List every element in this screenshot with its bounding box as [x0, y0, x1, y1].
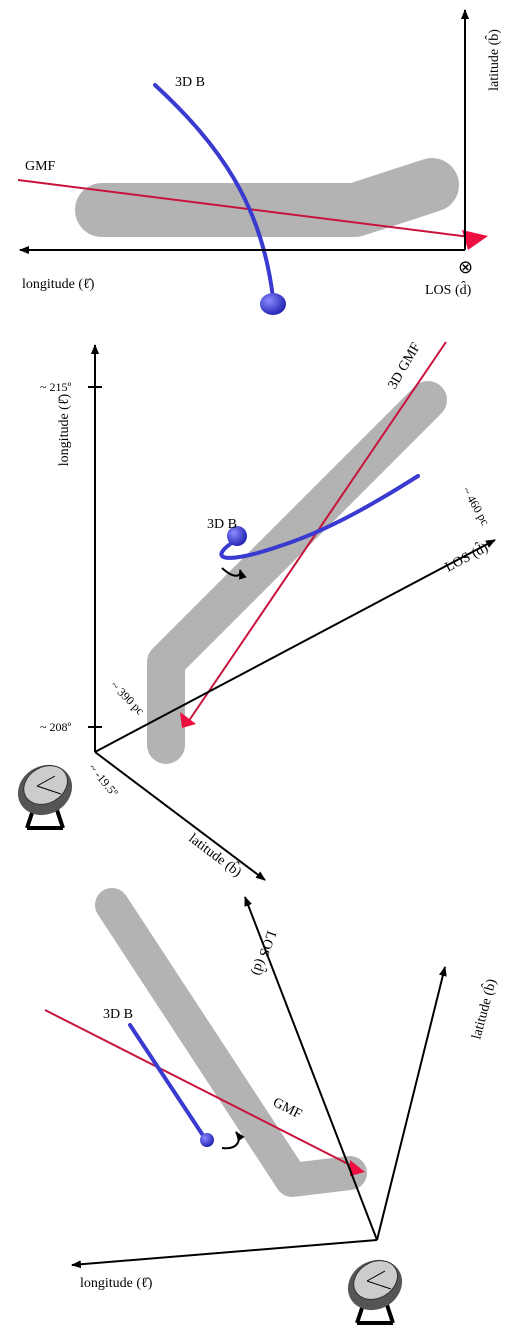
longitude-axis	[72, 1240, 377, 1265]
axis-label: LOS (d̂)	[248, 929, 280, 979]
axis-label: LOS (d̂)	[425, 281, 472, 298]
tick-label: ~ 460 pc	[459, 485, 492, 528]
b-cone	[260, 293, 286, 315]
b-cone	[200, 1133, 214, 1147]
axis-label: longitude (ℓ̂)	[22, 277, 95, 292]
gmf-label: GMF	[270, 1095, 304, 1122]
telescope	[339, 1250, 411, 1323]
latitude-axis	[95, 752, 265, 880]
tick-label: ~ 390 pc	[108, 678, 147, 717]
b-label: 3D B	[207, 517, 237, 532]
axis-label: longitude (ℓ̂)	[80, 1276, 153, 1291]
axis-label: longitude (ℓ̂)	[57, 393, 72, 466]
figure: latitude (b̂) 3D B GMF longitude (ℓ̂) ⊗ …	[0, 0, 519, 1331]
axis-label: latitude (b̂)	[467, 977, 500, 1042]
b-label: 3D B	[175, 75, 205, 90]
los-axis	[95, 540, 495, 752]
panel-3: LOS (d̂) latitude (b̂) 3D B GMF longitud…	[45, 897, 500, 1323]
panel-1: latitude (b̂) 3D B GMF longitude (ℓ̂) ⊗ …	[18, 10, 502, 315]
axis-label: latitude (b̂)	[485, 29, 502, 91]
axis-label: LOS (d̂)	[442, 538, 491, 575]
telescope	[9, 755, 81, 828]
gmf-label: GMF	[25, 159, 56, 174]
b-label: 3D B	[103, 1007, 133, 1022]
latitude-axis	[377, 967, 445, 1240]
los-symbol: ⊗	[458, 257, 473, 277]
rotation-arrow	[222, 1132, 239, 1148]
panel-2: ~ 215º longitude (ℓ̂) 3D GMF ~ 460 pc LO…	[9, 340, 495, 880]
axis-label: latitude (b̂)	[186, 829, 246, 880]
tick-label: ~ 215º	[40, 380, 71, 394]
tick-label: ~ 208º	[40, 720, 71, 734]
filament	[112, 905, 350, 1180]
